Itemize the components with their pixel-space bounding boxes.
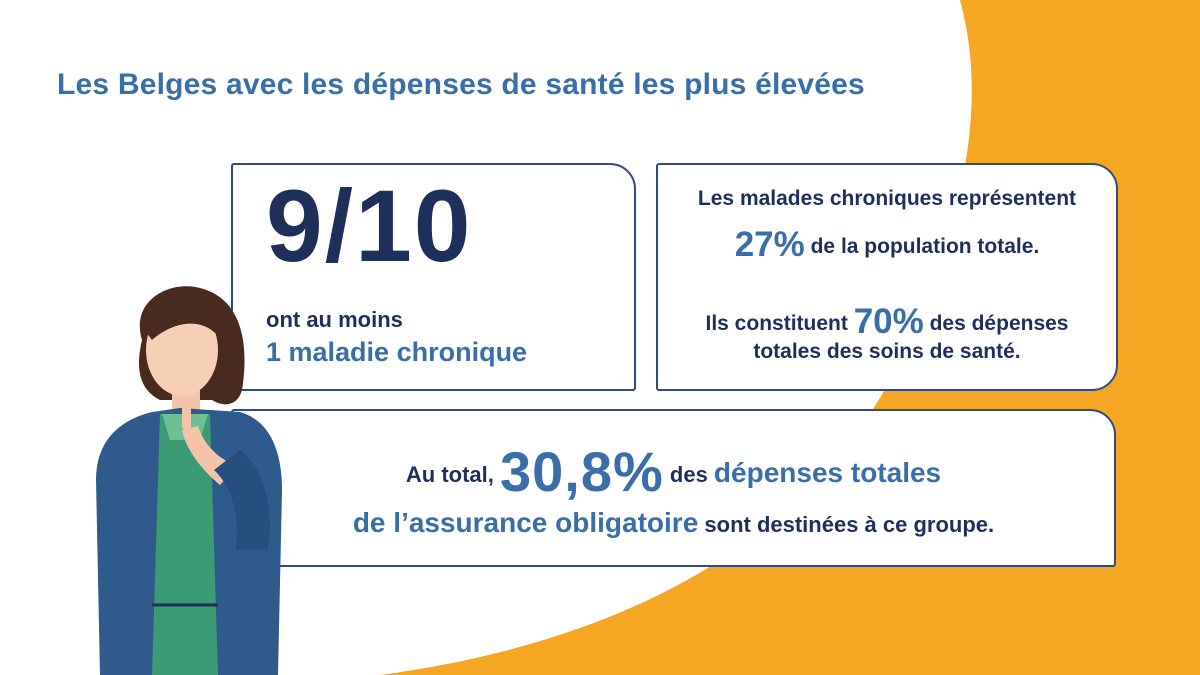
total-post: sont destinées à ce groupe. <box>698 512 995 537</box>
fraction-caption-line1: ont au moins <box>266 307 403 332</box>
total-mid: des <box>663 462 714 487</box>
chronic-line2: 27% de la population totale. <box>658 225 1116 265</box>
total-line1: Au total, 30,8% des dépenses totales <box>233 439 1114 504</box>
fraction-caption-line2: 1 maladie chronique <box>266 337 528 367</box>
chronic-line3-pre: Ils constituent <box>705 312 854 335</box>
thinking-woman-illustration <box>96 286 282 675</box>
total-percent: 30,8% <box>499 440 664 503</box>
chronic-line4: totales des soins de santé. <box>753 340 1021 363</box>
total-line2: de l’assurance obligatoire sont destinée… <box>233 507 1114 539</box>
chronic-line3-post: des dépenses <box>923 312 1069 335</box>
total-pre: Au total, <box>405 462 500 487</box>
chronic-line1: Les malades chroniques représentent <box>697 187 1077 210</box>
total-accent2: de l’assurance obligatoire <box>352 507 699 538</box>
total-spending-card: Au total, 30,8% des dépenses totales de … <box>231 409 1116 567</box>
spending-percent: 70% <box>853 302 924 341</box>
chronic-line3: Ils constituent 70% des dépenses <box>658 302 1116 342</box>
fraction-value: 9/10 <box>266 169 473 283</box>
population-percent: 27% <box>734 225 805 264</box>
chronic-stats-card: Les malades chroniques représentent 27% … <box>656 163 1118 391</box>
chronic-line2-rest: de la population totale. <box>804 235 1040 258</box>
fraction-card: 9/10 ont au moins 1 maladie chronique <box>231 163 636 391</box>
page-title: Les Belges avec les dépenses de santé le… <box>57 68 865 101</box>
total-accent1: dépenses totales <box>713 457 942 488</box>
